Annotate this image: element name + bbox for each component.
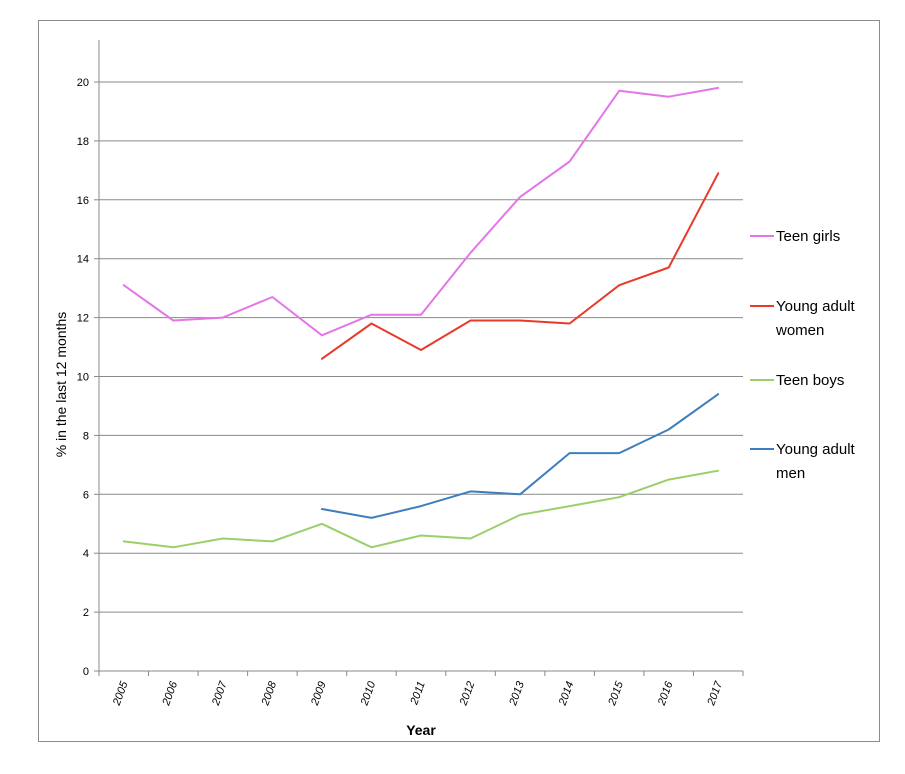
legend: Teen girls Young adult women Teen boys Young… xyxy=(750,228,856,482)
y-tick-label: 2 xyxy=(83,607,89,619)
y-tick-label: 6 xyxy=(83,489,89,501)
series-young-adult-men xyxy=(320,393,720,519)
y-tick-label: 14 xyxy=(77,254,89,266)
legend-item: Teen girls xyxy=(750,228,840,245)
x-tick-label: 2016 xyxy=(656,679,676,708)
y-axis-title: % in the last 12 months xyxy=(53,312,69,458)
series-line xyxy=(320,393,720,519)
y-tick-label: 16 xyxy=(77,195,89,207)
y-tick-label: 12 xyxy=(77,313,89,325)
legend-label: Teen boys xyxy=(776,372,844,389)
x-tick-label: 2011 xyxy=(408,680,428,707)
series-young-adult-women xyxy=(320,172,720,360)
x-tick-label: 2007 xyxy=(210,679,230,708)
y-tick-label: 10 xyxy=(77,372,89,384)
x-tick-label: 2017 xyxy=(705,679,725,708)
legend-label: Teen girls xyxy=(776,228,840,245)
y-tick-label: 18 xyxy=(77,136,89,148)
x-tick-label: 2015 xyxy=(606,679,626,708)
x-tick-label: 2012 xyxy=(457,680,477,708)
legend-item: Young adult women xyxy=(750,298,856,339)
series-lines xyxy=(122,86,720,549)
x-tick-label: 2010 xyxy=(358,679,378,708)
legend-item: Young adult men xyxy=(750,441,856,482)
legend-label: Young adult xyxy=(776,441,856,458)
x-tick-label: 2005 xyxy=(111,679,131,708)
x-tick-label: 2009 xyxy=(309,680,329,708)
series-teen-boys xyxy=(122,469,720,549)
x-tick-label: 2014 xyxy=(556,680,576,708)
y-tick-label: 20 xyxy=(77,77,89,89)
series-line xyxy=(320,172,720,360)
series-teen-girls xyxy=(122,86,720,337)
series-line xyxy=(122,469,720,549)
x-tick-label: 2008 xyxy=(259,679,279,708)
legend-item: Teen boys xyxy=(750,372,844,389)
legend-label: Young adult xyxy=(776,298,856,315)
x-tick-label: 2006 xyxy=(160,679,180,708)
x-tick-label: 2013 xyxy=(507,679,527,708)
x-axis-title: Year xyxy=(406,722,436,738)
legend-label: men xyxy=(776,465,805,482)
axes: 0 2 4 6 8 10 12 14 16 18 20 2005 2006 2007 2008 2009 201… xyxy=(77,40,744,708)
y-tick-label: 0 xyxy=(83,666,89,678)
series-line xyxy=(122,86,720,337)
y-tick-label: 8 xyxy=(83,430,89,442)
legend-label: women xyxy=(775,322,824,339)
y-tick-label: 4 xyxy=(83,548,89,560)
gridlines xyxy=(99,81,743,613)
chart-frame xyxy=(38,20,880,742)
